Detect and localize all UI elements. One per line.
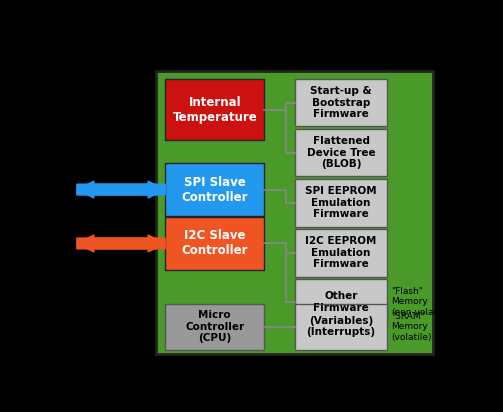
Bar [165,79,265,140]
Text: SPI Slave
Controller: SPI Slave Controller [182,176,248,204]
Text: (Variables)
(Interrupts): (Variables) (Interrupts) [306,316,376,337]
Text: "SRAM"
Memory
(volatile): "SRAM" Memory (volatile) [391,312,432,342]
Bar [165,164,265,216]
Text: I2C EEPROM
Emulation
Firmware: I2C EEPROM Emulation Firmware [305,236,377,269]
Bar [295,279,387,325]
Bar [295,79,387,126]
FancyArrow shape [77,181,165,198]
Bar [156,71,433,354]
Text: Other
Firmware: Other Firmware [313,291,369,313]
Text: "Flash"
Memory
(non-volatile): "Flash" Memory (non-volatile) [391,287,452,317]
Text: Example Low Cost Microcontroller: Example Low Cost Microcontroller [128,54,388,69]
FancyArrow shape [77,235,165,252]
Bar [295,304,387,350]
Text: SPI EEPROM
Emulation
Firmware: SPI EEPROM Emulation Firmware [305,186,377,219]
Bar [165,304,265,350]
Text: Flattened
Device Tree
(BLOB): Flattened Device Tree (BLOB) [307,136,375,169]
Text: I2C Slave
Controller: I2C Slave Controller [182,229,248,258]
Text: I2C Bus: I2C Bus [65,227,99,236]
Bar [295,229,387,276]
Text: Internal
Temperature: Internal Temperature [173,96,257,124]
FancyArrow shape [77,181,165,198]
Bar [165,217,265,270]
Text: Start-up &
Bootstrap
Firmware: Start-up & Bootstrap Firmware [310,86,372,119]
Text: Micro
Controller
(CPU): Micro Controller (CPU) [185,310,244,343]
Bar [295,129,387,176]
FancyArrow shape [77,235,165,252]
Bar [295,179,387,227]
Text: SPI Bus: SPI Bus [65,173,99,182]
